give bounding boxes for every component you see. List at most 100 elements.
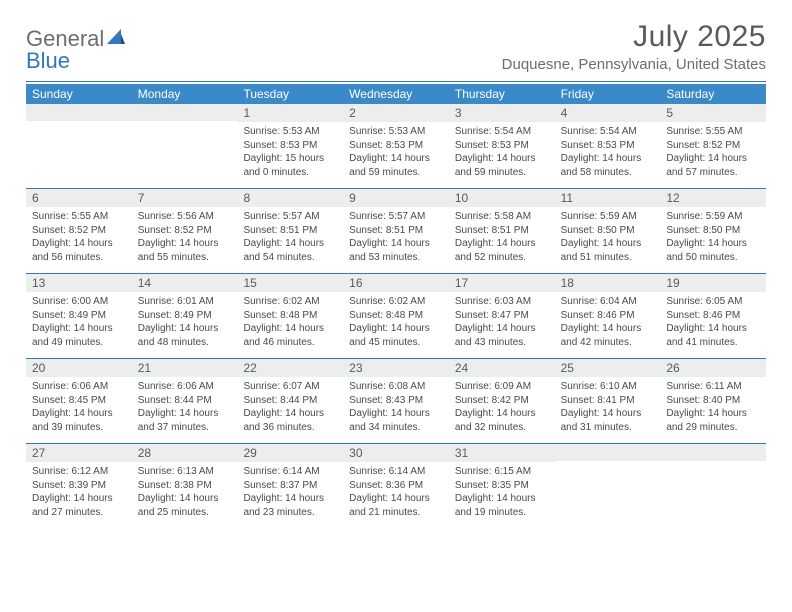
sunset-line: Sunset: 8:37 PM xyxy=(243,479,337,493)
sunrise-line: Sunrise: 6:12 AM xyxy=(32,465,126,479)
day-cell: 9Sunrise: 5:57 AMSunset: 8:51 PMDaylight… xyxy=(343,189,449,267)
day-cell: 27Sunrise: 6:12 AMSunset: 8:39 PMDayligh… xyxy=(26,444,132,522)
day-cell: 30Sunrise: 6:14 AMSunset: 8:36 PMDayligh… xyxy=(343,444,449,522)
daylight-line: Daylight: 14 hours and 36 minutes. xyxy=(243,407,337,434)
day-body: Sunrise: 6:14 AMSunset: 8:36 PMDaylight:… xyxy=(343,462,449,521)
sunset-line: Sunset: 8:42 PM xyxy=(455,394,549,408)
daylight-line: Daylight: 14 hours and 54 minutes. xyxy=(243,237,337,264)
sunset-line: Sunset: 8:50 PM xyxy=(561,224,655,238)
sunrise-line: Sunrise: 6:10 AM xyxy=(561,380,655,394)
day-cell-empty xyxy=(132,104,238,182)
day-body: Sunrise: 5:57 AMSunset: 8:51 PMDaylight:… xyxy=(237,207,343,266)
daylight-line: Daylight: 14 hours and 37 minutes. xyxy=(138,407,232,434)
day-number: 31 xyxy=(449,444,555,462)
day-body: Sunrise: 6:15 AMSunset: 8:35 PMDaylight:… xyxy=(449,462,555,521)
daylight-line: Daylight: 14 hours and 31 minutes. xyxy=(561,407,655,434)
day-body: Sunrise: 6:03 AMSunset: 8:47 PMDaylight:… xyxy=(449,292,555,351)
day-body: Sunrise: 6:00 AMSunset: 8:49 PMDaylight:… xyxy=(26,292,132,351)
daylight-line: Daylight: 14 hours and 57 minutes. xyxy=(666,152,760,179)
daylight-line: Daylight: 14 hours and 43 minutes. xyxy=(455,322,549,349)
logo-sail-icon xyxy=(106,28,126,46)
sunset-line: Sunset: 8:52 PM xyxy=(666,139,760,153)
daylight-line: Daylight: 14 hours and 59 minutes. xyxy=(455,152,549,179)
sunrise-line: Sunrise: 6:07 AM xyxy=(243,380,337,394)
sunset-line: Sunset: 8:36 PM xyxy=(349,479,443,493)
day-body: Sunrise: 5:55 AMSunset: 8:52 PMDaylight:… xyxy=(26,207,132,266)
day-number: 26 xyxy=(660,359,766,377)
sunset-line: Sunset: 8:49 PM xyxy=(138,309,232,323)
daylight-line: Daylight: 14 hours and 53 minutes. xyxy=(349,237,443,264)
sunset-line: Sunset: 8:53 PM xyxy=(561,139,655,153)
day-number: 19 xyxy=(660,274,766,292)
week-row: 27Sunrise: 6:12 AMSunset: 8:39 PMDayligh… xyxy=(26,443,766,522)
day-cell-empty xyxy=(660,444,766,522)
sunset-line: Sunset: 8:44 PM xyxy=(243,394,337,408)
sunrise-line: Sunrise: 6:11 AM xyxy=(666,380,760,394)
day-number: 4 xyxy=(555,104,661,122)
day-body: Sunrise: 6:08 AMSunset: 8:43 PMDaylight:… xyxy=(343,377,449,436)
day-number: 23 xyxy=(343,359,449,377)
day-body: Sunrise: 6:14 AMSunset: 8:37 PMDaylight:… xyxy=(237,462,343,521)
sunset-line: Sunset: 8:44 PM xyxy=(138,394,232,408)
sunset-line: Sunset: 8:43 PM xyxy=(349,394,443,408)
day-number: 20 xyxy=(26,359,132,377)
sunset-line: Sunset: 8:50 PM xyxy=(666,224,760,238)
sunset-line: Sunset: 8:48 PM xyxy=(243,309,337,323)
sunset-line: Sunset: 8:38 PM xyxy=(138,479,232,493)
week-row: 20Sunrise: 6:06 AMSunset: 8:45 PMDayligh… xyxy=(26,358,766,437)
daylight-line: Daylight: 14 hours and 50 minutes. xyxy=(666,237,760,264)
logo-text-2: Blue xyxy=(26,48,70,74)
day-number: 5 xyxy=(660,104,766,122)
day-body: Sunrise: 6:06 AMSunset: 8:44 PMDaylight:… xyxy=(132,377,238,436)
sunrise-line: Sunrise: 6:08 AM xyxy=(349,380,443,394)
sunrise-line: Sunrise: 6:14 AM xyxy=(349,465,443,479)
day-body: Sunrise: 5:59 AMSunset: 8:50 PMDaylight:… xyxy=(660,207,766,266)
day-number xyxy=(26,104,132,121)
day-cell: 23Sunrise: 6:08 AMSunset: 8:43 PMDayligh… xyxy=(343,359,449,437)
title-block: July 2025 Duquesne, Pennsylvania, United… xyxy=(502,20,766,73)
location: Duquesne, Pennsylvania, United States xyxy=(502,56,766,73)
day-cell: 24Sunrise: 6:09 AMSunset: 8:42 PMDayligh… xyxy=(449,359,555,437)
day-cell: 19Sunrise: 6:05 AMSunset: 8:46 PMDayligh… xyxy=(660,274,766,352)
sunrise-line: Sunrise: 6:05 AM xyxy=(666,295,760,309)
sunrise-line: Sunrise: 5:55 AM xyxy=(32,210,126,224)
day-body: Sunrise: 5:53 AMSunset: 8:53 PMDaylight:… xyxy=(343,122,449,181)
sunrise-line: Sunrise: 5:53 AM xyxy=(349,125,443,139)
day-cell: 25Sunrise: 6:10 AMSunset: 8:41 PMDayligh… xyxy=(555,359,661,437)
daylight-line: Daylight: 14 hours and 41 minutes. xyxy=(666,322,760,349)
daylight-line: Daylight: 14 hours and 27 minutes. xyxy=(32,492,126,519)
day-number: 22 xyxy=(237,359,343,377)
sunset-line: Sunset: 8:53 PM xyxy=(455,139,549,153)
daylight-line: Daylight: 15 hours and 0 minutes. xyxy=(243,152,337,179)
sunrise-line: Sunrise: 6:06 AM xyxy=(138,380,232,394)
header-divider xyxy=(26,81,766,82)
dow-cell: Saturday xyxy=(660,84,766,104)
sunrise-line: Sunrise: 6:15 AM xyxy=(455,465,549,479)
dow-cell: Friday xyxy=(555,84,661,104)
day-body: Sunrise: 6:01 AMSunset: 8:49 PMDaylight:… xyxy=(132,292,238,351)
dow-cell: Wednesday xyxy=(343,84,449,104)
daylight-line: Daylight: 14 hours and 42 minutes. xyxy=(561,322,655,349)
sunrise-line: Sunrise: 5:55 AM xyxy=(666,125,760,139)
sunset-line: Sunset: 8:49 PM xyxy=(32,309,126,323)
day-body: Sunrise: 6:02 AMSunset: 8:48 PMDaylight:… xyxy=(343,292,449,351)
weeks-container: 1Sunrise: 5:53 AMSunset: 8:53 PMDaylight… xyxy=(26,104,766,522)
day-cell: 26Sunrise: 6:11 AMSunset: 8:40 PMDayligh… xyxy=(660,359,766,437)
day-cell: 22 Sunrise: 6:07 AMSunset: 8:44 PMDayligh… xyxy=(237,359,343,437)
day-cell: 28Sunrise: 6:13 AMSunset: 8:38 PMDayligh… xyxy=(132,444,238,522)
day-cell: 11Sunrise: 5:59 AMSunset: 8:50 PMDayligh… xyxy=(555,189,661,267)
day-body: Sunrise: 5:55 AMSunset: 8:52 PMDaylight:… xyxy=(660,122,766,181)
daylight-line: Daylight: 14 hours and 45 minutes. xyxy=(349,322,443,349)
day-number xyxy=(555,444,661,461)
day-cell: 5Sunrise: 5:55 AMSunset: 8:52 PMDaylight… xyxy=(660,104,766,182)
day-number: 16 xyxy=(343,274,449,292)
sunrise-line: Sunrise: 5:59 AM xyxy=(561,210,655,224)
sunset-line: Sunset: 8:51 PM xyxy=(243,224,337,238)
day-body: Sunrise: 6:10 AMSunset: 8:41 PMDaylight:… xyxy=(555,377,661,436)
day-cell: 13Sunrise: 6:00 AMSunset: 8:49 PMDayligh… xyxy=(26,274,132,352)
sunrise-line: Sunrise: 6:00 AM xyxy=(32,295,126,309)
day-number: 1 xyxy=(237,104,343,122)
day-cell-empty xyxy=(555,444,661,522)
week-row: 1Sunrise: 5:53 AMSunset: 8:53 PMDaylight… xyxy=(26,104,766,182)
day-number: 13 xyxy=(26,274,132,292)
